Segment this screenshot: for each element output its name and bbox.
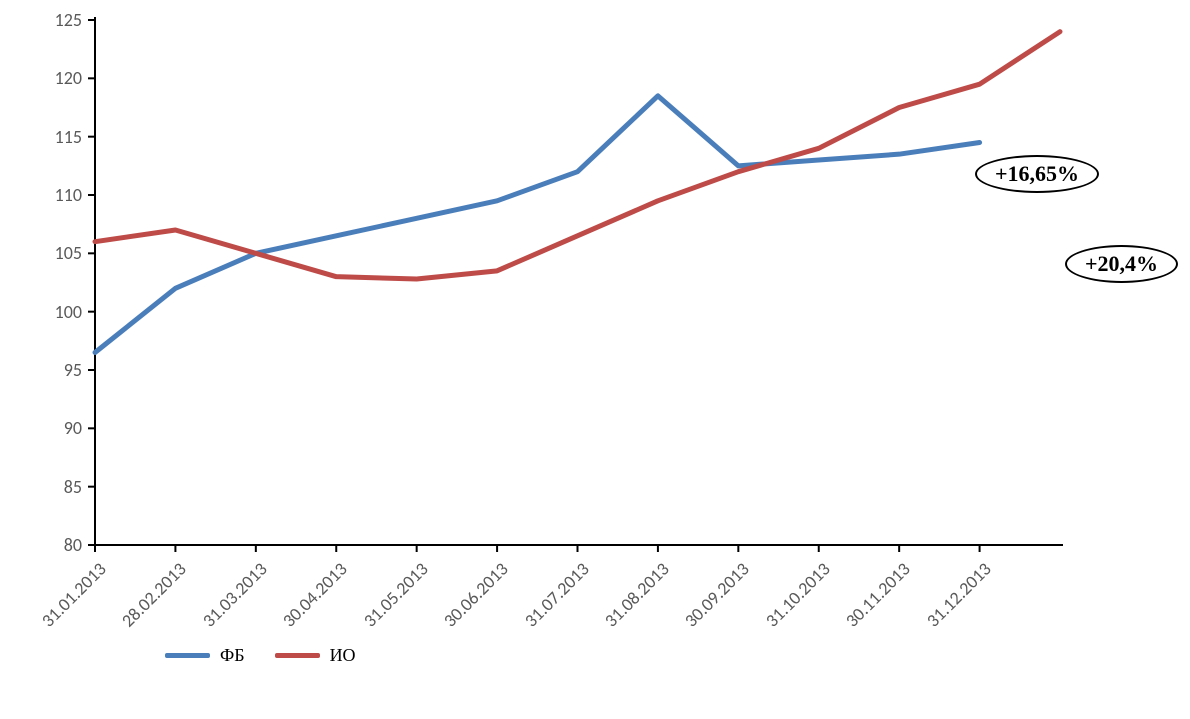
y-tick-label: 110 <box>55 184 82 206</box>
legend-item: ИО <box>275 645 356 666</box>
y-tick-label: 90 <box>64 417 82 439</box>
y-tick-label: 105 <box>55 242 82 264</box>
legend-item: ФБ <box>165 645 245 666</box>
legend-label: ИО <box>330 645 356 666</box>
y-tick-label: 100 <box>55 301 82 323</box>
chart-svg <box>0 0 1190 719</box>
y-tick-label: 95 <box>64 359 82 381</box>
y-tick-label: 80 <box>64 534 82 556</box>
y-tick-label: 125 <box>55 9 82 31</box>
y-tick-label: 85 <box>64 476 82 498</box>
annotation-label: +20,4% <box>1065 245 1178 283</box>
legend: ФБ ИО <box>165 645 356 666</box>
y-tick-label: 115 <box>55 126 82 148</box>
annotation-bubble: +16,65% <box>975 155 1099 193</box>
legend-swatch <box>165 653 210 658</box>
annotation-bubble: +20,4% <box>1065 245 1178 283</box>
line-chart: 8085909510010511011512012531.01.201328.0… <box>0 0 1190 719</box>
annotation-label: +16,65% <box>975 155 1099 193</box>
y-tick-label: 120 <box>55 67 82 89</box>
legend-swatch <box>275 653 320 658</box>
legend-label: ФБ <box>220 645 245 666</box>
